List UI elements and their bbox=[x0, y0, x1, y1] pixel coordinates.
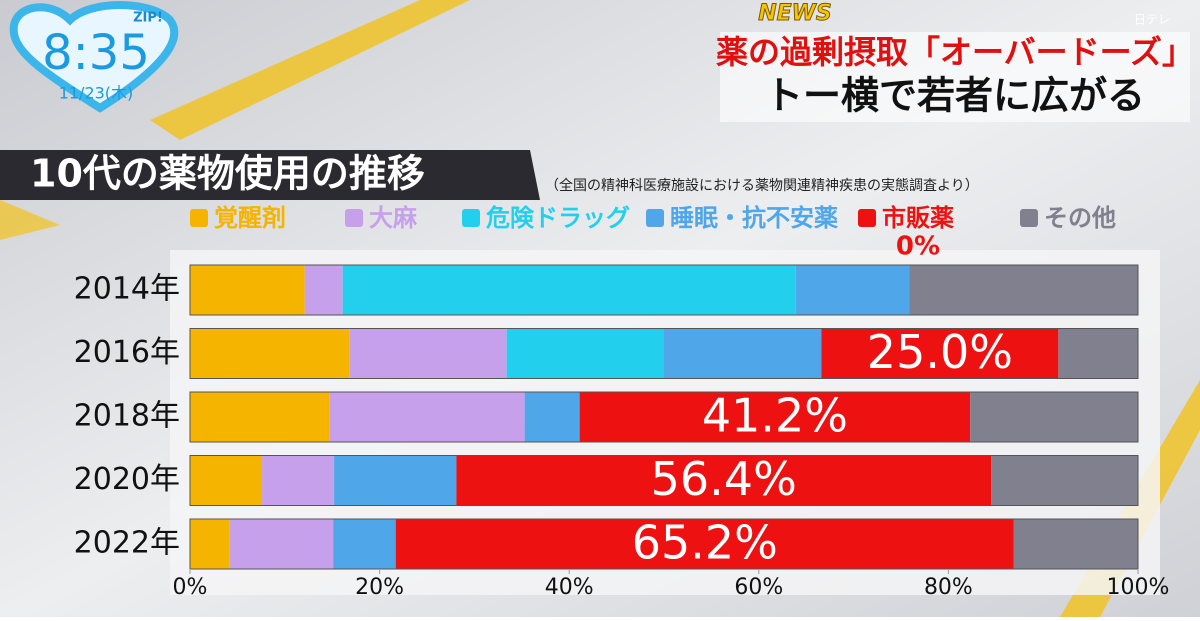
legend-swatch bbox=[646, 209, 664, 227]
bar-outline bbox=[189, 391, 1139, 443]
rope bbox=[0, 200, 60, 240]
bar-outline bbox=[189, 518, 1139, 570]
bar-segment bbox=[524, 392, 580, 442]
legend-swatch bbox=[1020, 209, 1038, 227]
legend-swatch bbox=[858, 209, 876, 227]
bar-segment bbox=[262, 455, 335, 506]
clock-time: 8:35 bbox=[42, 25, 150, 81]
x-tick-label: 20% bbox=[355, 575, 404, 600]
bar-segment bbox=[190, 328, 350, 379]
value-label: 0% bbox=[896, 232, 940, 262]
legend-swatch bbox=[190, 209, 208, 227]
value-label: 56.4% bbox=[651, 452, 797, 506]
value-label: 41.2% bbox=[702, 389, 848, 443]
headline-panel bbox=[720, 32, 1190, 122]
bar-segment bbox=[342, 265, 796, 315]
bar-segment bbox=[909, 265, 1138, 315]
bar-segment bbox=[229, 519, 334, 569]
chart-title: 10代の薬物使用の推移 bbox=[30, 152, 425, 196]
bar-segment bbox=[664, 328, 822, 379]
bar-segment bbox=[190, 392, 330, 442]
bar-segment bbox=[334, 455, 457, 506]
legend-label: 大麻 bbox=[369, 204, 418, 232]
bar-segment bbox=[329, 392, 525, 442]
bar-segment bbox=[333, 519, 396, 569]
x-tick-label: 60% bbox=[734, 575, 783, 600]
legend-label: その他 bbox=[1044, 204, 1116, 232]
bar-segment bbox=[1013, 519, 1138, 569]
bar-segment bbox=[456, 455, 992, 506]
bar-segment bbox=[991, 455, 1138, 506]
y-tick-label: 2014年 bbox=[74, 272, 180, 307]
x-tick-label: 80% bbox=[924, 575, 973, 600]
legend-label: 睡眠・抗不安薬 bbox=[670, 204, 838, 232]
bar-outline bbox=[189, 264, 1139, 316]
legend-swatch bbox=[462, 209, 480, 227]
x-tick-label: 0% bbox=[173, 575, 208, 600]
news-tag: NEWS bbox=[758, 1, 832, 26]
bar-segment bbox=[304, 265, 343, 315]
clock-date: 11/23(木) bbox=[59, 84, 134, 103]
bar-segment bbox=[795, 265, 910, 315]
y-tick-label: 2022年 bbox=[74, 526, 180, 561]
y-tick-label: 2018年 bbox=[74, 399, 180, 434]
channel-logo: 日テレ bbox=[1134, 13, 1170, 27]
bar-outline bbox=[189, 455, 1139, 506]
bar-segment bbox=[970, 392, 1138, 442]
bar-outline bbox=[189, 328, 1139, 379]
y-tick-label: 2016年 bbox=[74, 335, 180, 370]
bar-segment bbox=[190, 455, 263, 506]
legend-swatch bbox=[345, 209, 363, 227]
headline: 薬の過剰摂取「オーバードーズ」 bbox=[716, 33, 1194, 71]
y-tick-label: 2020年 bbox=[74, 462, 180, 497]
chart-subtitle: （全国の精神科医療施設における薬物関連精神疾患の実態調査より） bbox=[545, 177, 979, 194]
headline: トー横で若者に広がる bbox=[765, 74, 1145, 118]
title-banner bbox=[0, 150, 540, 200]
bar-segment bbox=[395, 519, 1014, 569]
bar-segment bbox=[821, 328, 1059, 379]
value-label: 25.0% bbox=[867, 325, 1013, 379]
show-logo: ZIP! bbox=[133, 11, 163, 26]
legend-label: 市販薬 bbox=[882, 204, 954, 232]
bar-segment bbox=[349, 328, 507, 379]
x-tick-label: 40% bbox=[545, 575, 594, 600]
value-label: 65.2% bbox=[632, 516, 778, 570]
legend-label: 危険ドラッグ bbox=[486, 204, 630, 232]
legend-label: 覚醒剤 bbox=[214, 204, 286, 232]
bar-segment bbox=[1058, 328, 1138, 379]
rope bbox=[150, 0, 470, 140]
clock-frame bbox=[9, 1, 179, 113]
bar-segment bbox=[190, 519, 230, 569]
bar-segment bbox=[190, 265, 305, 315]
bar-segment bbox=[506, 328, 664, 379]
bar-segment bbox=[579, 392, 971, 442]
x-tick-label: 100% bbox=[1107, 575, 1170, 600]
